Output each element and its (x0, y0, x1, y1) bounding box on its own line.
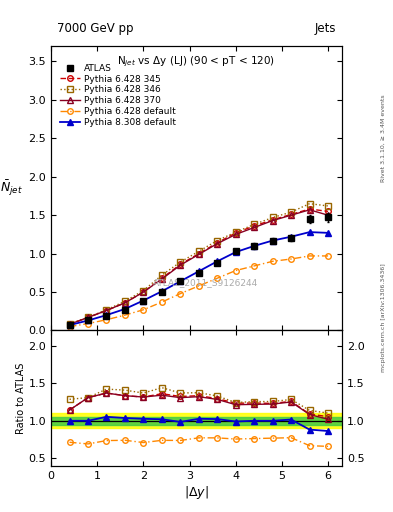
Text: ATLAS_2011_S9126244: ATLAS_2011_S9126244 (152, 278, 258, 287)
X-axis label: $|\Delta y|$: $|\Delta y|$ (184, 483, 209, 501)
Text: Jets: Jets (314, 22, 336, 35)
Text: 7000 GeV pp: 7000 GeV pp (57, 22, 134, 35)
Text: Rivet 3.1.10, ≥ 3.4M events: Rivet 3.1.10, ≥ 3.4M events (381, 94, 386, 182)
Text: mcplots.cern.ch [arXiv:1306.3436]: mcplots.cern.ch [arXiv:1306.3436] (381, 263, 386, 372)
Text: N$_{jet}$ vs $\Delta$y (LJ) (90 < pT < 120): N$_{jet}$ vs $\Delta$y (LJ) (90 < pT < 1… (118, 55, 275, 69)
Bar (51, 413, 342, 429)
Y-axis label: Ratio to ATLAS: Ratio to ATLAS (16, 362, 26, 434)
Y-axis label: $\bar{N}_{jet}$: $\bar{N}_{jet}$ (0, 179, 23, 198)
Bar (51, 417, 342, 424)
Legend: ATLAS, Pythia 6.428 345, Pythia 6.428 346, Pythia 6.428 370, Pythia 6.428 defaul: ATLAS, Pythia 6.428 345, Pythia 6.428 34… (59, 62, 178, 129)
